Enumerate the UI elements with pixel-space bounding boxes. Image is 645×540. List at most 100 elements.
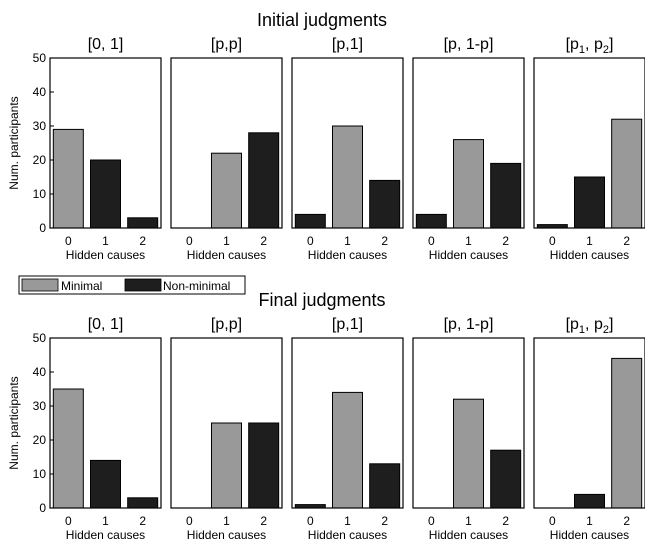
legend-swatch-non-minimal <box>124 278 162 292</box>
x-tick-label: 1 <box>465 234 472 248</box>
x-axis-label: Hidden causes <box>66 248 145 262</box>
x-tick-label: 1 <box>465 514 472 528</box>
y-tick-label: 10 <box>33 187 47 201</box>
y-axis-label: Num. participants <box>7 376 21 469</box>
x-axis-label: Hidden causes <box>66 528 145 540</box>
x-tick-label: 2 <box>260 514 267 528</box>
y-axis-label: Num. participants <box>7 96 21 189</box>
panel-title: [p,1] <box>332 36 363 53</box>
panel-title: [0, 1] <box>88 316 124 333</box>
x-tick-label: 2 <box>381 514 388 528</box>
panel-frame <box>170 337 283 509</box>
bar-2 <box>611 357 643 509</box>
section-title: Initial judgments <box>257 10 387 30</box>
panel-frame <box>533 337 645 509</box>
x-tick-label: 0 <box>186 234 193 248</box>
x-tick-label: 0 <box>65 514 72 528</box>
x-axis-label: Hidden causes <box>308 248 387 262</box>
bar-1 <box>453 139 484 229</box>
panel-title: [p1, p2] <box>566 316 614 336</box>
bar-0 <box>52 388 84 509</box>
x-axis-label: Hidden causes <box>550 248 629 262</box>
bar-0 <box>52 128 84 229</box>
x-tick-label: 0 <box>307 234 314 248</box>
x-tick-label: 0 <box>428 234 435 248</box>
x-axis-label: Hidden causes <box>187 528 266 540</box>
x-axis-label: Hidden causes <box>429 528 508 540</box>
bar-0 <box>294 213 326 229</box>
panel-frame <box>412 337 525 509</box>
bar-1 <box>574 493 605 509</box>
x-tick-label: 2 <box>623 234 630 248</box>
x-tick-label: 1 <box>102 514 109 528</box>
x-tick-label: 2 <box>139 234 146 248</box>
y-tick-label: 0 <box>39 221 46 235</box>
x-tick-label: 2 <box>260 234 267 248</box>
panel-frame <box>291 57 404 229</box>
x-tick-label: 1 <box>586 514 593 528</box>
panel-frame <box>533 57 645 229</box>
panel-frame <box>49 337 162 509</box>
x-axis-label: Hidden causes <box>187 248 266 262</box>
chart-section-1: Final judgments Num. participants [0, 1] 0 1… <box>7 290 645 540</box>
y-tick-label: 10 <box>33 467 47 481</box>
panel-frame <box>170 57 283 229</box>
bar-1 <box>574 176 605 229</box>
y-tick-label: 20 <box>33 433 47 447</box>
x-axis-label: Hidden causes <box>550 528 629 540</box>
panel-title: [p,1] <box>332 316 363 333</box>
bar-2 <box>127 497 159 509</box>
panel-title: [p,p] <box>211 36 242 53</box>
bar-1 <box>453 398 484 509</box>
y-tick-label: 40 <box>33 365 47 379</box>
x-tick-label: 2 <box>502 234 509 248</box>
x-tick-label: 0 <box>307 514 314 528</box>
bar-2 <box>369 179 401 229</box>
x-tick-label: 1 <box>223 234 230 248</box>
x-tick-label: 2 <box>623 514 630 528</box>
x-tick-label: 1 <box>344 234 351 248</box>
bar-1 <box>211 422 242 509</box>
x-tick-label: 0 <box>428 514 435 528</box>
bar-2 <box>490 449 522 509</box>
x-tick-label: 1 <box>586 234 593 248</box>
x-axis-label: Hidden causes <box>308 528 387 540</box>
y-tick-label: 30 <box>33 119 47 133</box>
bar-1 <box>332 125 363 229</box>
x-tick-label: 0 <box>65 234 72 248</box>
y-tick-label: 50 <box>33 51 47 65</box>
bar-2 <box>127 217 159 229</box>
panel-title: [p1, p2] <box>566 36 614 56</box>
section-title: Final judgments <box>258 290 385 310</box>
x-tick-label: 2 <box>381 234 388 248</box>
panel-frame <box>49 57 162 229</box>
x-tick-label: 0 <box>186 514 193 528</box>
panel-title: [0, 1] <box>88 36 124 53</box>
bar-1 <box>90 159 121 229</box>
bar-0 <box>415 213 447 229</box>
bar-1 <box>90 459 121 509</box>
panel-title: [p,p] <box>211 316 242 333</box>
x-tick-label: 0 <box>549 514 556 528</box>
x-tick-label: 1 <box>102 234 109 248</box>
panel-title: [p, 1-p] <box>444 36 494 53</box>
bar-2 <box>611 118 643 229</box>
y-tick-label: 40 <box>33 85 47 99</box>
x-tick-label: 2 <box>502 514 509 528</box>
y-tick-label: 50 <box>33 331 47 345</box>
bar-2 <box>248 422 280 509</box>
legend: Minimal Non-minimal <box>18 275 246 295</box>
panel-frame <box>291 337 404 509</box>
bar-2 <box>248 132 280 229</box>
x-tick-label: 0 <box>549 234 556 248</box>
